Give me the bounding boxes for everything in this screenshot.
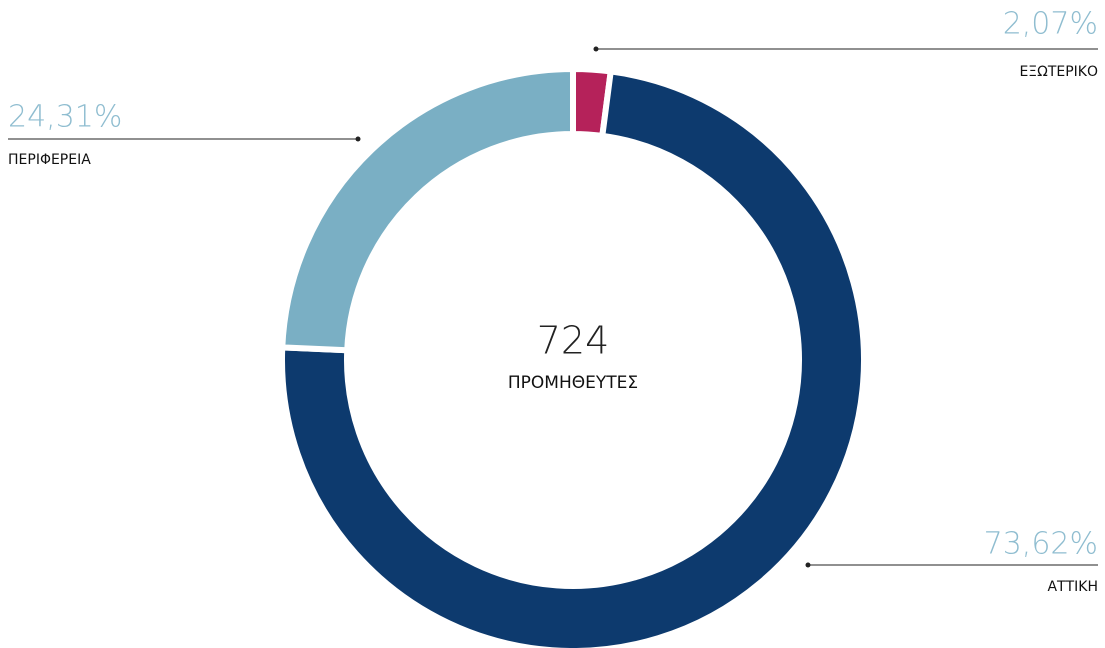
value-label: 73,62% [984, 527, 1098, 562]
value-label: 24,31% [8, 100, 122, 135]
category-label: ΑΤΤΙΚΗ [1047, 579, 1098, 595]
center-value: 724 [537, 319, 610, 363]
value-label: 2,07% [1003, 7, 1098, 42]
category-label: ΕΞΩΤΕΡΙΚΟ [1019, 64, 1098, 80]
leader-dot [355, 136, 361, 142]
leader-dot [805, 562, 811, 568]
donut-slice [279, 68, 867, 648]
leader-dot [593, 46, 599, 52]
center-label: ΠΡΟΜΗΘΕΥΤΕΣ [508, 373, 638, 393]
category-label: ΠΕΡΙΦΕΡΕΙΑ [8, 152, 91, 168]
donut-slice [279, 65, 576, 354]
